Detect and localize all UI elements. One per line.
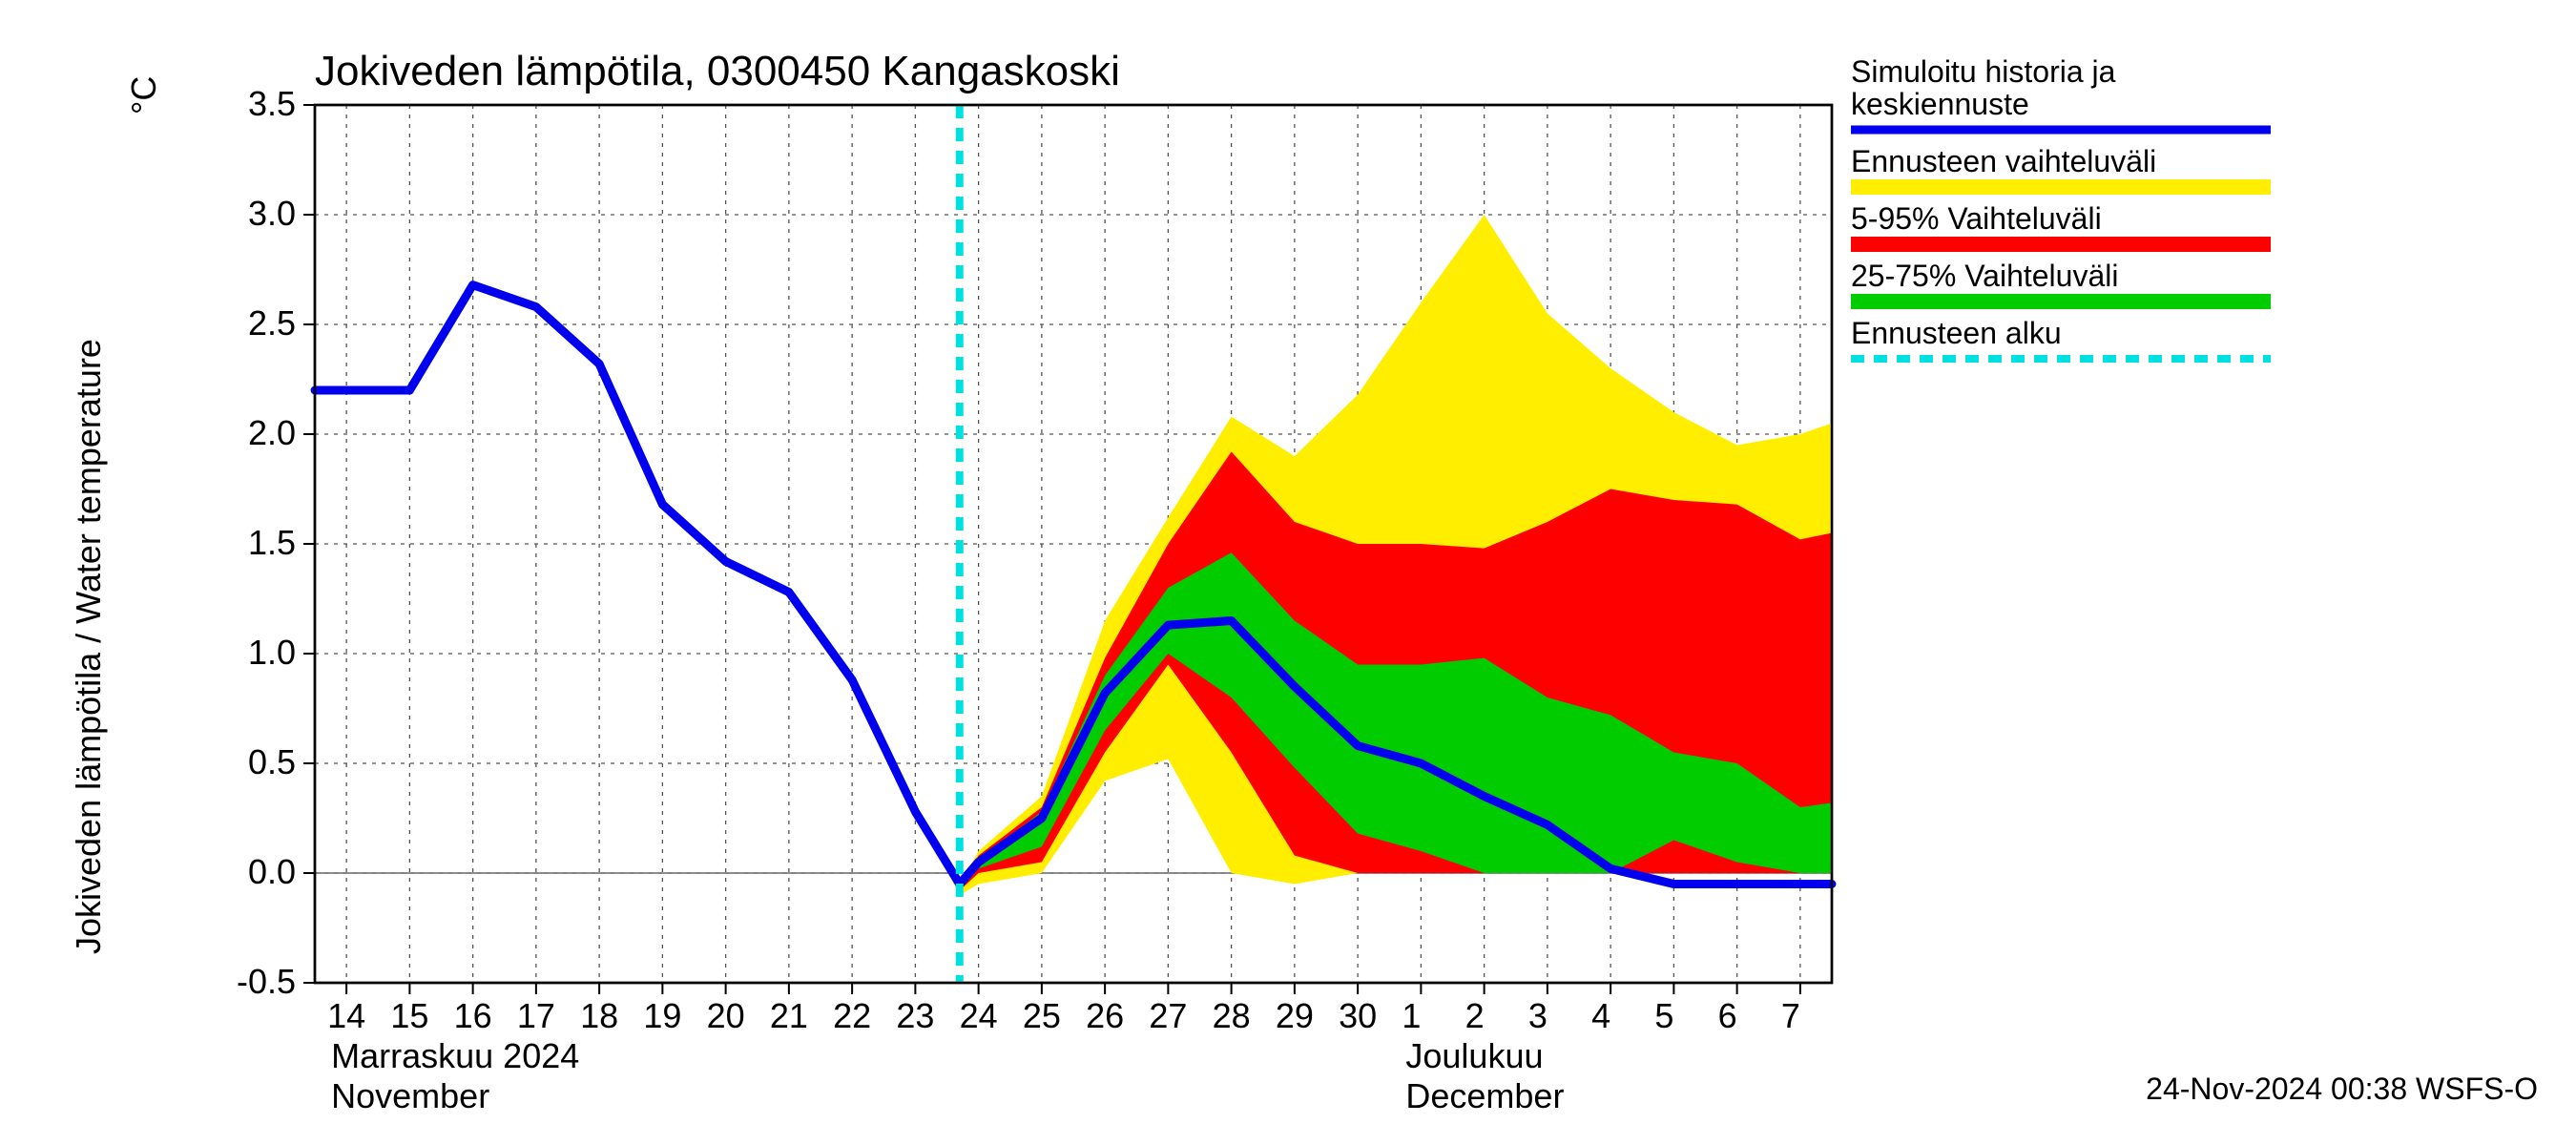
y-tick-label: -0.5 — [237, 962, 296, 1002]
legend-label: 5-95% Vaihteluväli — [1851, 201, 2102, 236]
x-tick-label: 1 — [1402, 996, 1421, 1036]
month-label: Joulukuu — [1405, 1036, 1543, 1076]
y-tick-label: 2.0 — [248, 413, 296, 453]
x-tick-label: 7 — [1781, 996, 1800, 1036]
x-tick-label: 19 — [643, 996, 681, 1036]
y-tick-label: 3.0 — [248, 194, 296, 234]
x-tick-label: 23 — [896, 996, 934, 1036]
chart-container: Jokiveden lämpötila, 0300450 Kangaskoski… — [0, 0, 2576, 1145]
legend: Simuloitu historia jakeskiennuste Ennuste… — [1851, 57, 2309, 534]
y-tick-label: 2.5 — [248, 303, 296, 344]
y-tick-label: 0.5 — [248, 742, 296, 782]
y-axis-label: Jokiveden lämpötila / Water temperature — [69, 339, 109, 954]
x-tick-label: 26 — [1086, 996, 1124, 1036]
x-tick-label: 30 — [1339, 996, 1377, 1036]
x-tick-label: 20 — [707, 996, 745, 1036]
x-tick-label: 25 — [1023, 996, 1061, 1036]
x-tick-label: 27 — [1149, 996, 1187, 1036]
x-tick-label: 4 — [1591, 996, 1610, 1036]
y-tick-label: 0.0 — [248, 852, 296, 892]
month-label: November — [331, 1076, 489, 1116]
x-tick-label: 16 — [454, 996, 492, 1036]
x-tick-label: 28 — [1213, 996, 1251, 1036]
legend-label: 25-75% Vaihteluväli — [1851, 259, 2118, 293]
month-label: Marraskuu 2024 — [331, 1036, 579, 1076]
x-tick-label: 29 — [1276, 996, 1314, 1036]
legend-label: keskiennuste — [1851, 87, 2029, 121]
x-tick-label: 24 — [960, 996, 998, 1036]
x-tick-label: 22 — [833, 996, 871, 1036]
legend-label: Ennusteen vaihteluväli — [1851, 144, 2156, 178]
x-tick-label: 3 — [1528, 996, 1548, 1036]
footer-timestamp: 24-Nov-2024 00:38 WSFS-O — [2146, 1072, 2538, 1107]
legend-label: Ennusteen alku — [1851, 316, 2062, 350]
y-tick-label: 3.5 — [248, 84, 296, 124]
chart-plot — [296, 86, 1851, 1002]
y-tick-label: 1.5 — [248, 523, 296, 563]
x-tick-label: 14 — [327, 996, 365, 1036]
x-tick-label: 2 — [1465, 996, 1485, 1036]
x-tick-label: 21 — [770, 996, 808, 1036]
x-tick-label: 5 — [1654, 996, 1673, 1036]
x-tick-label: 18 — [580, 996, 618, 1036]
month-label: December — [1405, 1076, 1564, 1116]
x-tick-label: 6 — [1718, 996, 1737, 1036]
y-axis-unit: °C — [124, 76, 164, 114]
x-tick-label: 17 — [517, 996, 555, 1036]
y-tick-label: 1.0 — [248, 633, 296, 673]
legend-label: Simuloitu historia ja — [1851, 57, 2116, 89]
x-tick-label: 15 — [390, 996, 428, 1036]
